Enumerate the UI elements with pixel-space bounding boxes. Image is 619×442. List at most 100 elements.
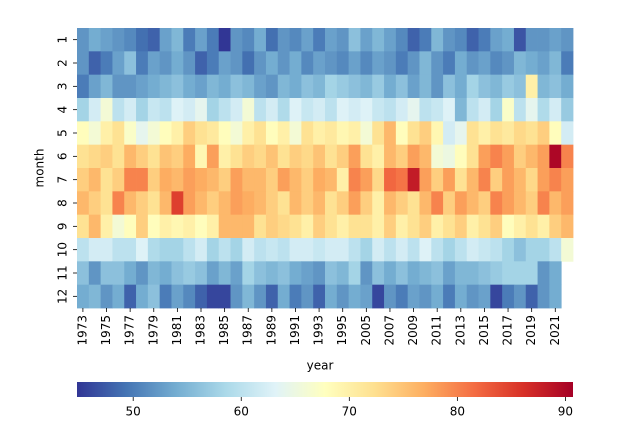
y-axis-label: month xyxy=(33,149,47,188)
heatmap-cell xyxy=(395,284,409,309)
heatmap-cell xyxy=(466,74,479,99)
heatmap-cell xyxy=(407,74,420,99)
heatmap-cell xyxy=(289,261,302,286)
heatmap-cell xyxy=(195,144,208,169)
y-tick-label: 7 xyxy=(56,176,70,184)
heatmap-cell xyxy=(384,214,397,239)
x-tick-label: 2017 xyxy=(501,315,515,346)
heatmap-cell xyxy=(171,51,184,76)
heatmap-cell xyxy=(112,191,125,216)
heatmap-cell xyxy=(313,28,326,52)
heatmap-cell xyxy=(159,121,172,146)
heatmap-cell xyxy=(77,214,90,239)
heatmap-cell xyxy=(443,28,456,52)
heatmap-cell xyxy=(289,121,302,146)
heatmap-cell xyxy=(395,191,409,216)
heatmap-cell xyxy=(454,28,468,52)
heatmap-cell xyxy=(395,121,409,146)
heatmap-cell xyxy=(124,191,137,216)
y-tick-label: 4 xyxy=(56,106,70,114)
heatmap-cell xyxy=(478,261,491,286)
heatmap-cell xyxy=(372,238,385,262)
heatmap-cell xyxy=(336,144,350,169)
heatmap-cell xyxy=(124,261,137,286)
heatmap-cell xyxy=(537,238,550,262)
heatmap-cell xyxy=(537,28,550,52)
heatmap-cell xyxy=(454,121,468,146)
heatmap-cell xyxy=(195,191,208,216)
y-tick-label: 9 xyxy=(56,223,70,231)
heatmap-cell xyxy=(183,144,196,169)
heatmap-cell xyxy=(147,121,161,146)
heatmap-cell xyxy=(254,74,267,99)
heatmap-cell xyxy=(478,191,491,216)
heatmap-cell xyxy=(537,284,550,309)
heatmap-cell xyxy=(360,168,373,192)
heatmap-cell xyxy=(230,121,243,146)
heatmap-cell xyxy=(513,191,527,216)
heatmap-cell xyxy=(242,28,255,52)
heatmap-cell xyxy=(265,28,279,52)
heatmap-cell xyxy=(218,144,231,169)
heatmap-cell xyxy=(147,284,161,309)
heatmap-cell xyxy=(313,98,326,122)
heatmap-cell xyxy=(136,74,149,99)
heatmap-cell xyxy=(159,168,172,192)
heatmap-cell xyxy=(561,191,574,216)
heatmap-cell xyxy=(277,28,290,52)
heatmap-cell xyxy=(372,121,385,146)
heatmap-cell xyxy=(277,98,290,122)
heatmap-cell xyxy=(384,144,397,169)
heatmap-cell xyxy=(124,121,137,146)
heatmap-cell xyxy=(100,191,113,216)
heatmap-cell xyxy=(395,168,409,192)
heatmap-cell xyxy=(183,98,196,122)
heatmap-cell xyxy=(313,144,326,169)
heatmap-cell xyxy=(348,261,361,286)
heatmap-cell xyxy=(265,51,279,76)
heatmap-cell xyxy=(159,261,172,286)
heatmap-cell xyxy=(502,121,515,146)
heatmap-cell xyxy=(183,284,196,309)
heatmap-cell xyxy=(206,51,220,76)
heatmap-cell xyxy=(147,74,161,99)
heatmap-cell xyxy=(336,261,350,286)
heatmap-cell xyxy=(561,121,574,146)
heatmap-cell xyxy=(77,168,90,192)
heatmap-cell xyxy=(348,98,361,122)
heatmap-cell xyxy=(478,284,491,309)
heatmap-cell xyxy=(549,98,562,122)
heatmap-cell xyxy=(336,51,350,76)
heatmap-cell xyxy=(325,191,338,216)
heatmap-cell xyxy=(525,51,538,76)
heatmap-cell xyxy=(242,168,255,192)
heatmap-cell xyxy=(124,74,137,99)
heatmap-cell xyxy=(265,144,279,169)
heatmap-cell xyxy=(490,51,503,76)
heatmap-cell xyxy=(277,261,290,286)
heatmap-cell xyxy=(325,261,338,286)
heatmap-cell xyxy=(183,74,196,99)
heatmap-cell xyxy=(431,98,444,122)
heatmap-cell xyxy=(112,261,125,286)
heatmap-cell xyxy=(490,238,503,262)
heatmap-cell xyxy=(513,261,527,286)
heatmap-cell xyxy=(195,51,208,76)
heatmap-cell xyxy=(407,261,420,286)
heatmap-cell xyxy=(147,168,161,192)
heatmap-cell xyxy=(443,168,456,192)
heatmap-cell xyxy=(478,74,491,99)
heatmap-cell xyxy=(419,144,432,169)
heatmap-cell xyxy=(419,121,432,146)
heatmap-cell xyxy=(561,214,574,239)
heatmap-cell xyxy=(136,144,149,169)
heatmap-cell xyxy=(419,238,432,262)
heatmap-cell xyxy=(336,168,350,192)
heatmap-cell xyxy=(301,28,314,52)
heatmap-cell xyxy=(77,261,90,286)
heatmap-cell xyxy=(454,284,468,309)
heatmap-cell xyxy=(454,168,468,192)
heatmap-cell xyxy=(513,238,527,262)
heatmap-cell xyxy=(313,284,326,309)
heatmap-cell xyxy=(336,284,350,309)
